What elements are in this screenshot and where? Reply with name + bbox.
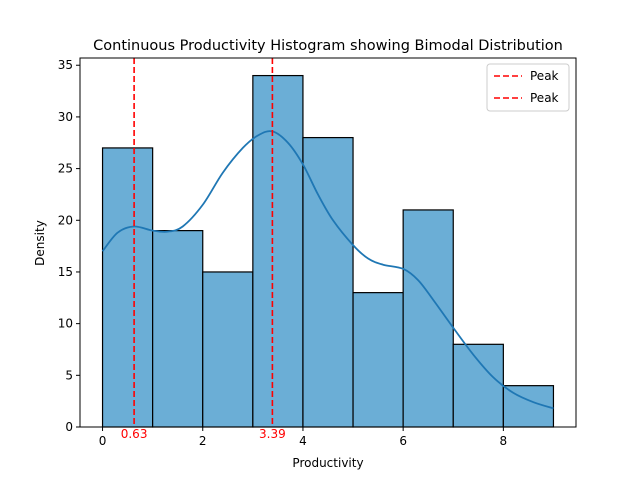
y-tick-label: 25 xyxy=(58,162,73,176)
x-axis-label: Productivity xyxy=(292,456,363,470)
legend: Peak Peak xyxy=(486,63,570,112)
y-tick-label: 30 xyxy=(58,110,73,124)
y-axis-label: Density xyxy=(33,220,47,266)
x-tick-label: 0 xyxy=(99,434,107,448)
histogram-bar xyxy=(152,230,204,428)
x-tick-label: 4 xyxy=(299,434,307,448)
x-ticks: 0 2 4 6 8 xyxy=(99,427,507,448)
legend-label: Peak xyxy=(530,91,559,105)
y-tick-label: 10 xyxy=(58,317,73,331)
y-ticks: 0 5 10 15 20 25 30 35 xyxy=(58,58,80,434)
peaks-layer: 0.63 3.39 xyxy=(121,58,286,441)
histogram-bar xyxy=(402,209,454,428)
y-tick-label: 35 xyxy=(58,58,73,72)
y-tick-label: 15 xyxy=(58,265,73,279)
x-tick-label: 6 xyxy=(399,434,407,448)
histogram-bar xyxy=(101,147,154,428)
x-tick-label: 8 xyxy=(500,434,508,448)
histogram-bar xyxy=(202,271,254,428)
histogram-bar xyxy=(452,343,504,428)
chart-title: Continuous Productivity Histogram showin… xyxy=(93,38,563,54)
histogram-bar xyxy=(352,292,404,428)
bars-layer xyxy=(101,74,555,428)
y-tick-label: 0 xyxy=(65,420,73,434)
peak-label: 3.39 xyxy=(259,427,286,441)
kde-layer xyxy=(101,130,554,410)
peak-label: 0.63 xyxy=(121,427,148,441)
histogram-bar xyxy=(252,74,304,428)
kde-curve xyxy=(101,130,554,410)
axes-frame xyxy=(79,57,577,428)
histogram-bar xyxy=(302,136,354,428)
x-tick-label: 2 xyxy=(199,434,207,448)
legend-label: Peak xyxy=(530,69,559,83)
y-tick-label: 20 xyxy=(58,213,73,227)
y-tick-label: 5 xyxy=(65,368,73,382)
